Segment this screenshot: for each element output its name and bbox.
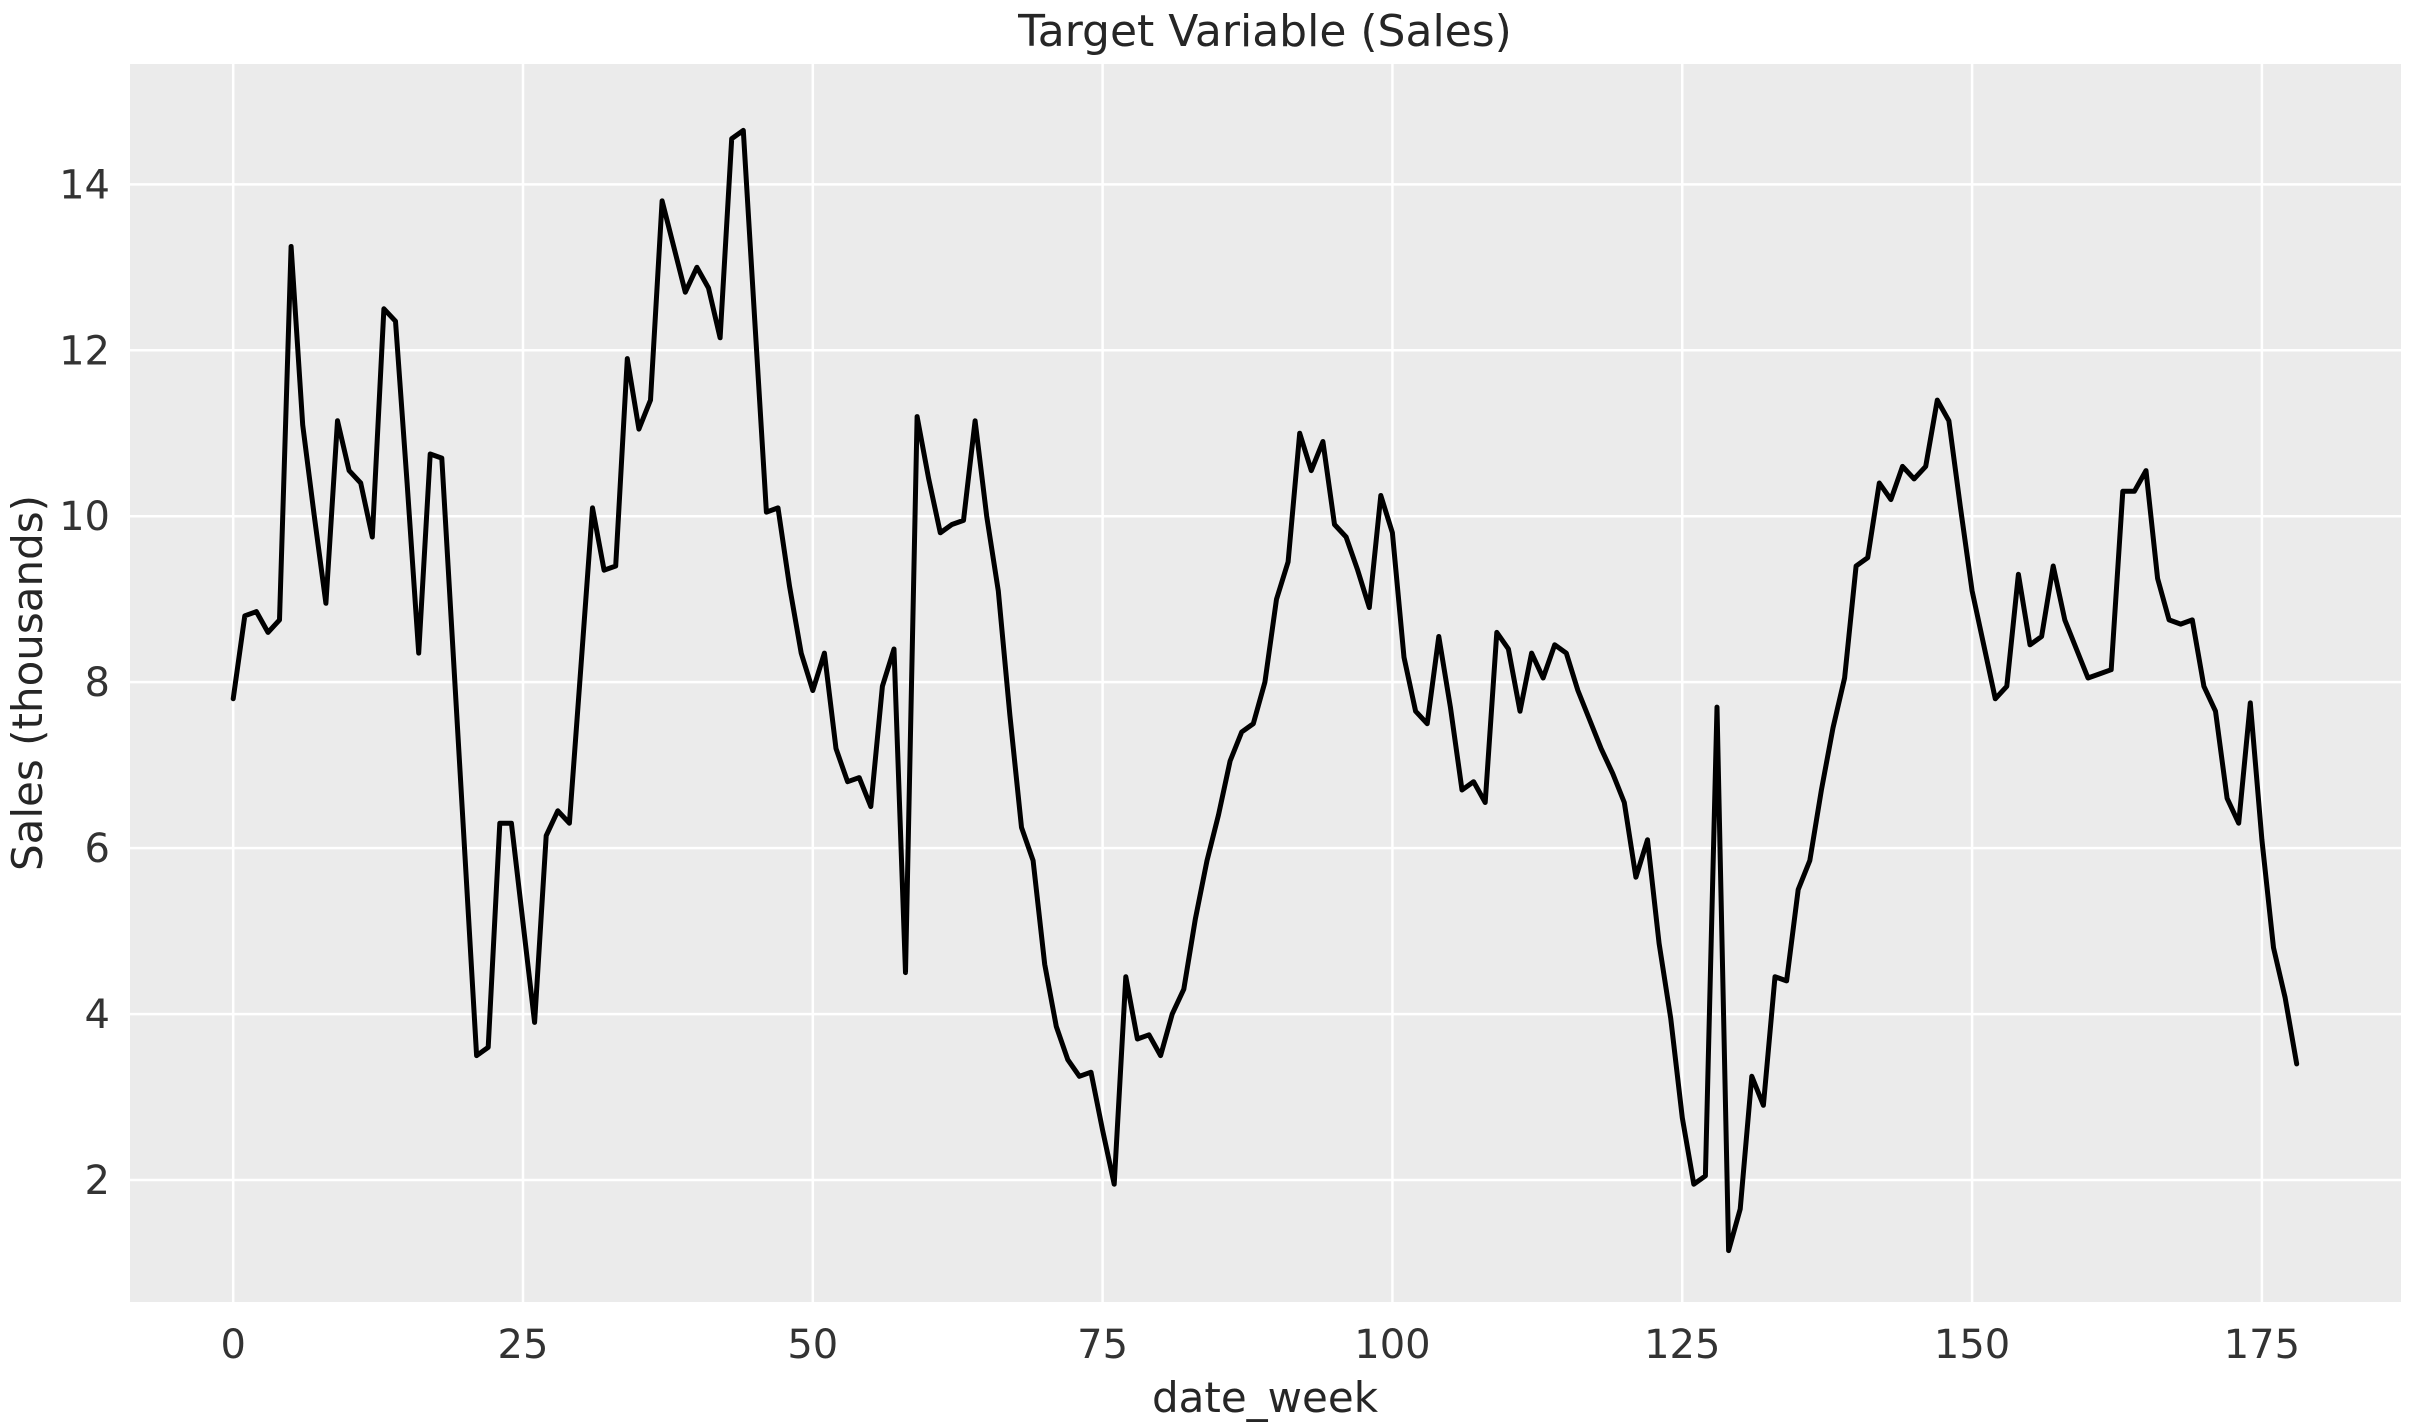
y-tick-label: 4	[85, 992, 110, 1038]
x-tick-label: 0	[220, 1322, 245, 1368]
y-tick-label: 12	[59, 328, 110, 374]
x-axis-label: date_week	[1152, 1373, 1379, 1422]
y-tick-label: 2	[85, 1158, 110, 1204]
x-tick-label: 100	[1354, 1322, 1430, 1368]
y-axis-label: Sales (thousands)	[3, 495, 52, 871]
y-tick-label: 8	[85, 660, 110, 706]
sales-series-line	[230, 127, 2300, 1254]
x-tick-label: 175	[2224, 1322, 2300, 1368]
x-tick-label: 25	[498, 1322, 549, 1368]
gridlines	[130, 64, 2401, 1302]
y-tick-label: 10	[59, 494, 110, 540]
x-tick-labels: 0 25 50 75 100 125 150 175	[220, 1322, 2300, 1368]
y-tick-labels: 2 4 6 8 10 12 14	[59, 162, 110, 1204]
y-tick-label: 6	[85, 826, 110, 872]
x-tick-label: 150	[1934, 1322, 2010, 1368]
chart-title: Target Variable (Sales)	[1017, 6, 1512, 57]
x-tick-label: 125	[1644, 1322, 1720, 1368]
x-tick-label: 50	[787, 1322, 838, 1368]
x-tick-label: 75	[1077, 1322, 1128, 1368]
y-tick-label: 14	[59, 162, 110, 208]
sales-series	[230, 127, 2300, 1254]
